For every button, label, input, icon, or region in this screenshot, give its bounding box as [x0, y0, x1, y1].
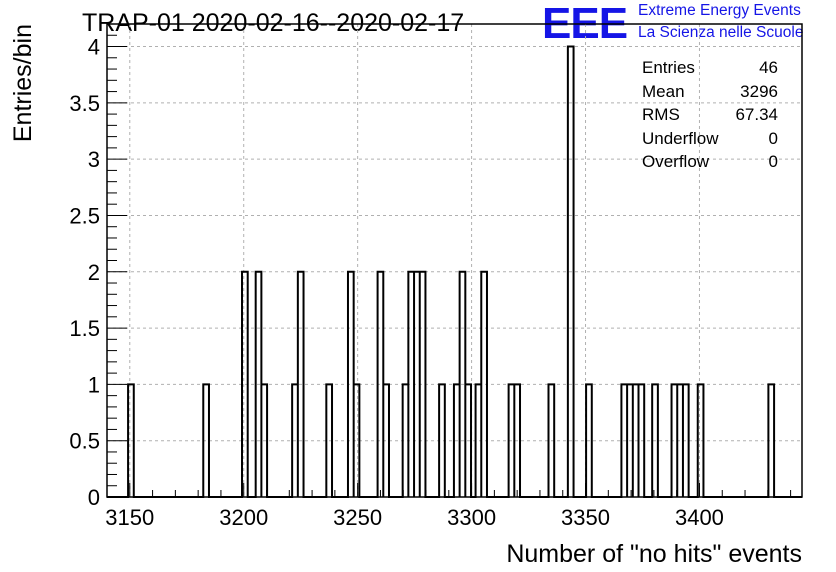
- x-tick-label: 3300: [447, 505, 496, 530]
- y-tick-label: 1: [88, 372, 100, 397]
- y-tick-label: 2.5: [69, 203, 100, 228]
- x-axis-label: Number of "no hits" events: [506, 540, 802, 568]
- y-tick-label: 0.5: [69, 429, 100, 454]
- x-tick-label: 3200: [219, 505, 268, 530]
- stats-box: Entries 46 Mean 3296 RMS 67.34 Underflow…: [642, 58, 778, 176]
- stats-value: 67.34: [735, 105, 778, 124]
- stats-value: 46: [759, 58, 778, 77]
- stats-label: Entries: [642, 58, 695, 77]
- y-tick-label: 0: [88, 485, 100, 510]
- stats-row-mean: Mean 3296: [642, 82, 778, 106]
- y-tick-label: 4: [88, 35, 100, 60]
- logo-line-1: Extreme Energy Events: [638, 2, 801, 19]
- x-tick-label: 3350: [561, 505, 610, 530]
- stats-row-entries: Entries 46: [642, 58, 778, 82]
- stats-row-overflow: Overflow 0: [642, 152, 778, 176]
- stats-label: Mean: [642, 81, 685, 101]
- y-axis-label: Entries/bin: [9, 24, 37, 142]
- stats-row-rms: RMS 67.34: [642, 105, 778, 129]
- x-tick-label: 3250: [333, 505, 382, 530]
- stats-value: 0: [768, 152, 778, 171]
- x-tick-label: 3400: [675, 505, 724, 530]
- stats-value: 3296: [740, 81, 778, 101]
- y-tick-label: 1.5: [69, 316, 100, 341]
- stats-row-underflow: Underflow 0: [642, 129, 778, 153]
- chart-title: TRAP-01 2020-02-16--2020-02-17: [82, 9, 465, 37]
- stats-label: RMS: [642, 105, 680, 124]
- stats-label: Underflow: [642, 128, 719, 148]
- stats-label: Overflow: [642, 152, 710, 171]
- eee-logo-icon: EEE: [542, 0, 628, 44]
- logo-line-2: La Scienza nelle Scuole: [638, 24, 804, 41]
- y-tick-label: 3.5: [69, 91, 100, 116]
- stats-value: 0: [768, 128, 778, 148]
- tick-label-layer: 3150 3200 3250 3300 3350 3400 0 0.5 1 1.5 2 2.5 3 3.5…: [69, 35, 724, 530]
- y-tick-label: 2: [88, 260, 100, 285]
- tick-layer: [106, 23, 792, 498]
- y-tick-label: 3: [88, 147, 100, 172]
- x-tick-label: 3150: [105, 505, 154, 530]
- logo-mark: EEE: [542, 0, 627, 44]
